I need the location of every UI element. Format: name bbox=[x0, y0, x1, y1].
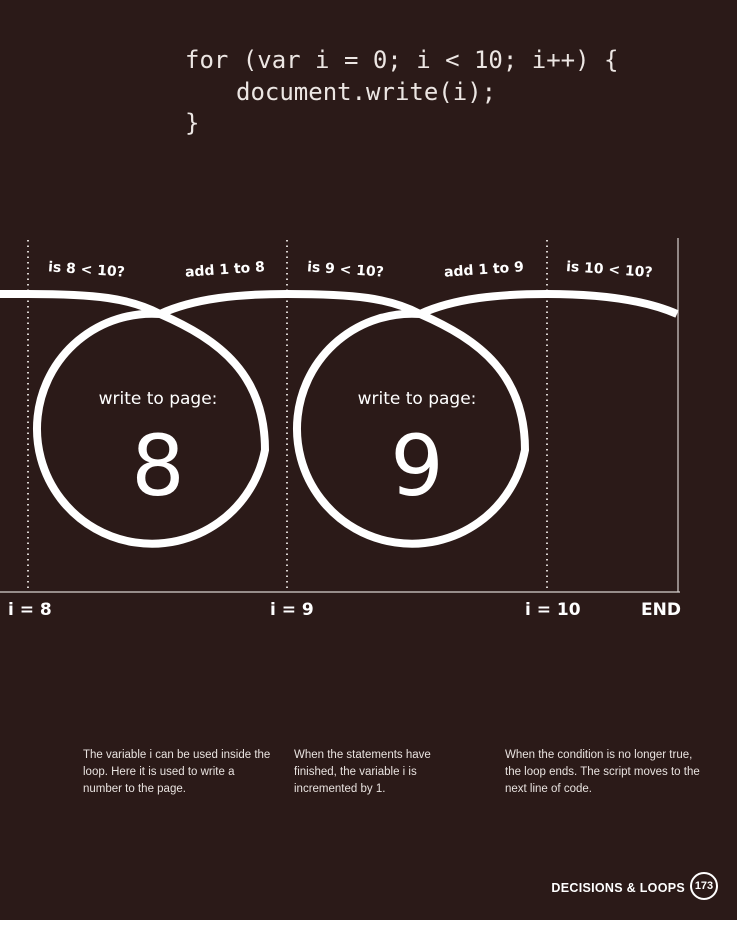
caption-2: When the statements have finished, the v… bbox=[294, 749, 431, 795]
page-number: 173 bbox=[690, 872, 718, 900]
code-line-1: for (var i = 0; i < 10; i++) { bbox=[185, 46, 619, 74]
i-value-9: i = 9 bbox=[270, 600, 314, 620]
written-value-9: 9 bbox=[390, 417, 444, 515]
caption-3: When the condition is no longer true, th… bbox=[505, 749, 700, 795]
end-label: END bbox=[641, 600, 681, 620]
loop-path bbox=[0, 289, 679, 548]
code-line-2: document.write(i); bbox=[236, 78, 497, 106]
written-value-8: 8 bbox=[131, 417, 185, 515]
i-value-10: i = 10 bbox=[525, 600, 581, 620]
code-line-3: } bbox=[185, 109, 200, 137]
write-label-2: write to page: bbox=[357, 389, 477, 409]
i-value-8: i = 8 bbox=[8, 600, 52, 620]
section-title: DECISIONS & LOOPS bbox=[551, 881, 685, 895]
caption-1: The variable i can be used inside the lo… bbox=[83, 749, 271, 795]
write-label-1: write to page: bbox=[98, 389, 218, 409]
